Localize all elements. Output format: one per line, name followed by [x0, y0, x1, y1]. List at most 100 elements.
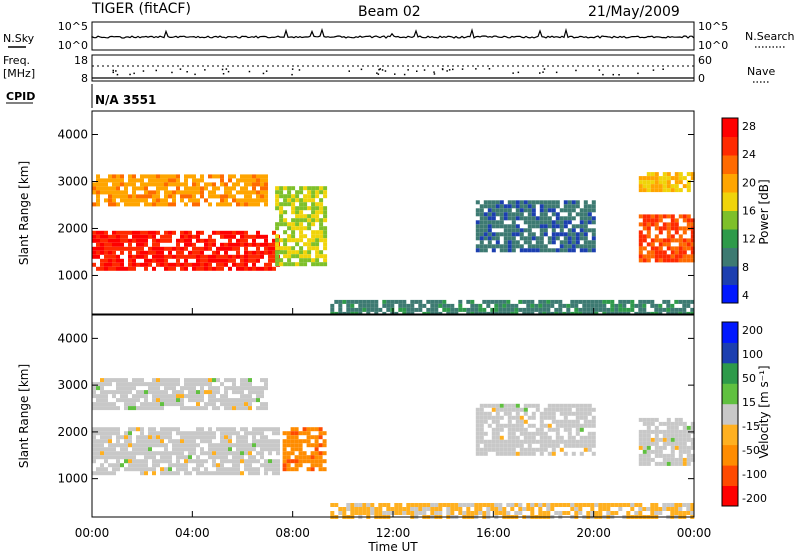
- power-echo-cell: [120, 182, 124, 187]
- velocity-echo-cell: [374, 507, 379, 511]
- velocity-echo-cell: [606, 503, 611, 507]
- velocity-echo-cell: [176, 455, 180, 460]
- power-echo-cell: [156, 258, 160, 263]
- velocity-echo-cell: [92, 435, 96, 440]
- power-echo-cell: [563, 216, 568, 221]
- velocity-echo-cell: [318, 451, 323, 456]
- power-echo-cell: [100, 242, 104, 247]
- velocity-colorbar-segment: [722, 485, 738, 507]
- velocity-echo-cell: [314, 463, 319, 468]
- velocity-echo-cell: [276, 427, 280, 432]
- power-echo-cell: [307, 222, 312, 227]
- power-echo-cell: [674, 238, 679, 243]
- velocity-echo-cell: [260, 431, 264, 436]
- velocity-echo-cell: [248, 382, 252, 387]
- freq-dropout-dot: [291, 68, 294, 70]
- velocity-echo-cell: [208, 431, 212, 436]
- power-echo-cell: [638, 238, 643, 243]
- freq-dropout-dot: [416, 70, 418, 72]
- power-echo-cell: [212, 190, 216, 195]
- power-echo-cell: [156, 246, 160, 251]
- power-echo-cell: [268, 258, 272, 263]
- velocity-echo-cell: [160, 459, 164, 464]
- power-echo-cell: [642, 176, 647, 181]
- power-echo-cell: [168, 238, 172, 243]
- velocity-echo-cell: [558, 503, 563, 507]
- velocity-echo-cell: [479, 447, 484, 452]
- velocity-echo-cell: [670, 433, 675, 438]
- power-echo-cell: [574, 303, 579, 308]
- velocity-echo-cell: [120, 378, 124, 383]
- velocity-echo-cell: [682, 437, 687, 442]
- velocity-echo-cell: [132, 467, 136, 472]
- velocity-echo-cell: [314, 447, 319, 452]
- power-echo-cell: [291, 186, 296, 191]
- velocity-echo-cell: [519, 443, 524, 448]
- velocity-echo-cell: [555, 435, 560, 440]
- velocity-echo-cell: [216, 447, 220, 452]
- power-colorbar-segment: [722, 247, 738, 267]
- power-echo-cell: [108, 186, 112, 191]
- velocity-echo-cell: [144, 382, 148, 387]
- power-echo-cell: [674, 180, 679, 185]
- velocity-echo-cell: [144, 443, 148, 448]
- power-echo-cell: [315, 190, 320, 195]
- velocity-echo-cell: [491, 419, 496, 424]
- velocity-echo-cell: [586, 503, 591, 507]
- power-echo-cell: [662, 172, 667, 177]
- time-tick-label: 08:00: [275, 526, 310, 540]
- velocity-echo-cell: [650, 437, 655, 442]
- velocity-echo-cell: [547, 407, 552, 412]
- velocity-echo-cell: [570, 503, 575, 507]
- power-echo-cell: [136, 198, 140, 203]
- power-echo-cell: [220, 254, 224, 259]
- velocity-echo-cell: [330, 503, 335, 507]
- velocity-echo-cell: [216, 398, 220, 403]
- velocity-echo-cell: [192, 406, 196, 411]
- velocity-echo-cell: [507, 439, 512, 444]
- velocity-echo-cell: [272, 439, 276, 444]
- power-echo-cell: [555, 232, 560, 237]
- velocity-echo-cell: [96, 398, 100, 403]
- velocity-echo-cell: [575, 415, 580, 420]
- power-echo-cell: [236, 190, 240, 195]
- power-echo-cell: [168, 250, 172, 255]
- velocity-echo-cell: [634, 511, 639, 515]
- velocity-echo-cell: [354, 503, 359, 507]
- power-echo-cell: [112, 186, 116, 191]
- velocity-echo-cell: [112, 447, 116, 452]
- power-echo-cell: [591, 208, 596, 213]
- velocity-echo-cell: [458, 503, 463, 507]
- power-echo-cell: [567, 220, 572, 225]
- power-echo-cell: [319, 234, 324, 239]
- power-echo-cell: [587, 244, 592, 249]
- power-echo-cell: [311, 218, 316, 223]
- power-echo-cell: [168, 234, 172, 239]
- velocity-echo-cell: [507, 443, 512, 448]
- power-echo-cell: [264, 182, 268, 187]
- power-echo-cell: [272, 266, 276, 271]
- velocity-echo-cell: [650, 421, 655, 426]
- power-echo-cell: [650, 222, 655, 227]
- power-echo-cell: [571, 232, 576, 237]
- power-echo-cell: [196, 202, 200, 207]
- power-echo-cell: [204, 258, 208, 263]
- power-echo-cell: [515, 244, 520, 249]
- velocity-echo-cell: [116, 463, 120, 468]
- velocity-echo-cell: [232, 455, 236, 460]
- power-echo-cell: [406, 307, 411, 312]
- velocity-echo-cell: [646, 429, 651, 434]
- power-echo-cell: [587, 208, 592, 213]
- velocity-echo-cell: [507, 435, 512, 440]
- velocity-echo-cell: [642, 453, 647, 458]
- power-echo-cell: [224, 230, 228, 235]
- velocity-echo-cell: [152, 451, 156, 456]
- velocity-echo-cell: [418, 507, 423, 511]
- power-echo-cell: [519, 208, 524, 213]
- velocity-echo-cell: [578, 507, 583, 511]
- velocity-echo-cell: [232, 427, 236, 432]
- freq-dropouts: [112, 68, 664, 76]
- velocity-echo-cell: [666, 417, 671, 422]
- velocity-echo-cell: [670, 437, 675, 442]
